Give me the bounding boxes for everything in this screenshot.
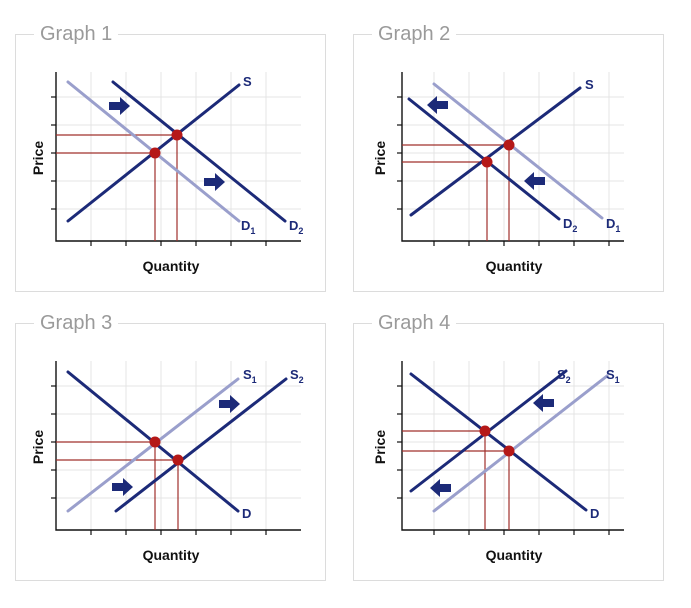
- graph-2-grid: [402, 72, 624, 241]
- graph-3-plot: S1 S2 D Quantity Price: [30, 361, 304, 563]
- graph-3-title: Graph 3: [34, 310, 119, 336]
- graph-1-equilibrium-point-new: [171, 129, 183, 141]
- graph-2-equilibrium-point-new: [481, 156, 493, 168]
- graph-1-title: Graph 1: [34, 21, 119, 47]
- graph-1-equilibrium-point-initial: [149, 147, 161, 159]
- graph-1-plot: S D1 D2 Quantity Price: [30, 72, 303, 274]
- graph-2-equilibrium-point-initial: [503, 139, 515, 151]
- graph-1-label-d2: D2: [289, 218, 303, 236]
- graph-3-label-d: D: [242, 506, 251, 521]
- graph-1-ticks: [51, 96, 267, 246]
- graph-1-panel: Graph 1: [15, 21, 326, 292]
- graph-2-shift-arrow-left: [427, 96, 448, 114]
- graph-4-supply-curve-s1: [432, 374, 609, 513]
- graph-4-label-s1: S1: [606, 367, 620, 385]
- graph-2-x-axis-label: Quantity: [486, 258, 543, 274]
- graph-3-supply-curve-s2: [114, 377, 288, 513]
- graph-4-label-d: D: [590, 506, 599, 521]
- graph-4-equilibrium-point-initial: [479, 425, 491, 437]
- graph-4-ticks: [397, 385, 610, 535]
- graph-4-reference-lines: [402, 430, 510, 530]
- graph-4-demand-curve: [409, 372, 588, 512]
- graph-4-y-axis-label: Price: [372, 430, 388, 464]
- graph-2-label-s: S: [585, 77, 594, 92]
- graph-3-grid: [56, 361, 301, 530]
- graph-4-x-axis-label: Quantity: [486, 547, 543, 563]
- graph-1-label-s: S: [243, 74, 252, 89]
- graph-3-label-s1: S1: [243, 367, 257, 385]
- graph-2-demand-curve-d1: [432, 82, 604, 220]
- graph-4-axes: [401, 361, 624, 531]
- graph-3-shift-arrow-right: [219, 395, 240, 413]
- graph-1-label-d1: D1: [241, 218, 255, 236]
- graph-1-shift-arrow-right: [109, 97, 130, 115]
- graph-2-reference-lines: [402, 144, 510, 241]
- graph-2-plot: S D2 D1 Quantity Price: [372, 72, 624, 274]
- graph-1-y-axis-label: Price: [30, 141, 46, 175]
- graph-3-equilibrium-point-initial: [149, 436, 161, 448]
- graph-4-equilibrium-point-new: [503, 445, 515, 457]
- graph-2-title: Graph 2: [372, 21, 457, 47]
- graph-2-y-axis-label: Price: [372, 141, 388, 175]
- graph-1-demand-curve-d2: [111, 80, 287, 223]
- graph-4-shift-arrow-left: [533, 394, 554, 412]
- graph-2-supply-curve: [409, 86, 582, 217]
- graph-3-axes: [55, 361, 301, 531]
- graph-3-ticks: [51, 385, 267, 535]
- graph-2-panel: Graph 2 S D2 D1: [353, 21, 664, 292]
- graph-1-shift-arrow-right: [204, 173, 225, 191]
- graph-2-shift-arrow-left: [524, 172, 545, 190]
- graph-2-label-d2: D2: [563, 216, 577, 234]
- graph-1-x-axis-label: Quantity: [143, 258, 200, 274]
- graph-2-label-d1: D1: [606, 216, 620, 234]
- graph-2-axes: [401, 72, 624, 242]
- graph-4-shift-arrow-left: [430, 479, 451, 497]
- graph-3-x-axis-label: Quantity: [143, 547, 200, 563]
- graph-3-shift-arrow-right: [112, 478, 133, 496]
- graph-4-plot: S2 S1 D Quantity Price: [372, 361, 624, 563]
- graph-4-panel: Graph 4 S2 S1 D: [353, 310, 664, 581]
- graph-1-grid: [56, 72, 301, 241]
- graph-4-title: Graph 4: [372, 310, 457, 336]
- graph-4-grid: [402, 361, 624, 530]
- graph-2-ticks: [397, 96, 610, 246]
- graph-3-label-s2: S2: [290, 367, 304, 385]
- graph-4-label-s2: S2: [557, 367, 571, 385]
- graph-3-y-axis-label: Price: [30, 430, 46, 464]
- graph-1-axes: [55, 72, 301, 242]
- graph-3-equilibrium-point-new: [172, 454, 184, 466]
- graph-3-panel: Graph 3 S1 S2: [15, 310, 326, 581]
